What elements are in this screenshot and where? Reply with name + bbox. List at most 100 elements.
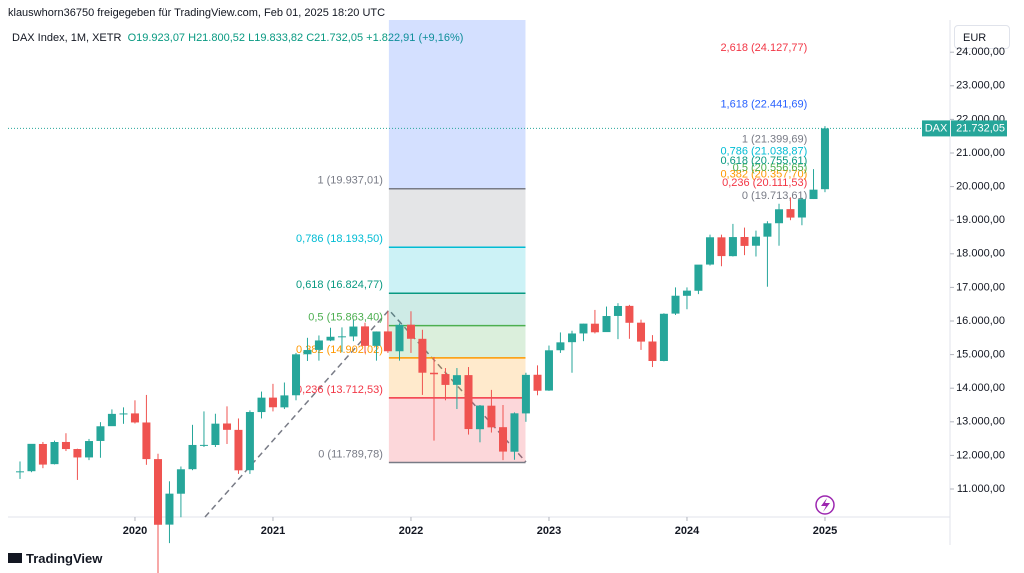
fib-zone bbox=[388, 188, 526, 248]
candle-body bbox=[671, 295, 680, 314]
y-tick-label: 16.000,00 bbox=[956, 315, 1005, 327]
last-price-label: 21.732,05 bbox=[956, 122, 1005, 134]
fib-label: 0,236 (20.111,53) bbox=[722, 177, 807, 189]
x-tick-label: 2020 bbox=[123, 525, 147, 537]
event-bolt bbox=[821, 498, 830, 512]
candle-body bbox=[188, 444, 197, 470]
currency-button[interactable]: EUR bbox=[954, 25, 1010, 49]
candle-body bbox=[372, 331, 381, 346]
candle-body bbox=[648, 341, 657, 361]
y-tick-label: 24.000,00 bbox=[956, 46, 1005, 58]
brand: TradingView bbox=[8, 551, 102, 566]
high: H21.800,52 bbox=[188, 32, 246, 44]
fib-label: 0,5 (15.863,40) bbox=[308, 311, 383, 323]
legend: DAX Index, 1M, XETR O19.923,07 H21.800,5… bbox=[12, 32, 463, 44]
symbol-title: DAX Index, 1M, XETR bbox=[12, 32, 122, 44]
candle-body bbox=[73, 449, 82, 458]
candle-body bbox=[38, 443, 47, 465]
candle-body bbox=[280, 395, 289, 408]
y-tick-label: 19.000,00 bbox=[956, 214, 1005, 226]
candle-body bbox=[119, 413, 128, 415]
candle-body bbox=[406, 324, 415, 339]
fib-zone bbox=[388, 20, 526, 189]
candle-body bbox=[395, 324, 404, 352]
candle-body bbox=[510, 413, 519, 452]
y-tick-label: 20.000,00 bbox=[956, 181, 1005, 193]
candle-body bbox=[694, 264, 703, 291]
y-tick-label: 11.000,00 bbox=[957, 483, 1005, 495]
x-tick-label: 2021 bbox=[261, 525, 285, 537]
candle-body bbox=[521, 374, 530, 414]
candle-body bbox=[728, 237, 737, 257]
candle-body bbox=[142, 422, 151, 460]
candle-body bbox=[326, 336, 335, 341]
candle-body bbox=[568, 333, 577, 343]
candle-body bbox=[659, 313, 668, 361]
last-price-symbol-tag bbox=[922, 120, 950, 137]
fib-label: 1 (21.399,69) bbox=[742, 133, 807, 145]
brand-logo bbox=[8, 553, 22, 563]
candle-body bbox=[809, 189, 818, 200]
candle-body bbox=[292, 354, 301, 396]
candle-body bbox=[85, 441, 94, 458]
y-tick-label: 15.000,00 bbox=[956, 349, 1005, 361]
candle-body bbox=[475, 405, 484, 430]
candle-body bbox=[682, 290, 691, 296]
y-tick-label: 18.000,00 bbox=[956, 248, 1005, 260]
candle-body bbox=[268, 397, 277, 408]
candle-body bbox=[16, 471, 25, 473]
y-tick-label: 23.000,00 bbox=[956, 80, 1005, 92]
candle-body bbox=[637, 322, 646, 342]
y-tick-label: 14.000,00 bbox=[956, 382, 1005, 394]
last-price-tag bbox=[951, 120, 1007, 137]
shared-by: klauswhorn36750 freigegeben für TradingV… bbox=[8, 7, 386, 19]
fib-label: 2,618 (24.127,77) bbox=[720, 42, 807, 54]
x-tick-label: 2023 bbox=[537, 525, 561, 537]
y-tick-label: 21.000,00 bbox=[956, 147, 1005, 159]
candle-body bbox=[441, 374, 450, 385]
candle-body bbox=[556, 342, 565, 351]
candle-body bbox=[625, 305, 634, 323]
candle-body bbox=[234, 429, 243, 471]
candle-body bbox=[257, 397, 266, 413]
candle-body bbox=[579, 323, 588, 334]
candle-body bbox=[499, 427, 508, 452]
candle-body bbox=[775, 209, 784, 224]
candle-body bbox=[27, 443, 36, 472]
fib-label: 0,618 (20.755,61) bbox=[720, 155, 807, 167]
candle-body bbox=[533, 374, 542, 391]
y-tick-label: 12.000,00 bbox=[956, 449, 1005, 461]
y-tick-label: 13.000,00 bbox=[956, 416, 1005, 428]
candle-body bbox=[337, 336, 346, 338]
candle-body bbox=[706, 237, 715, 265]
fib-label: 0,5 (20.556,65) bbox=[733, 162, 808, 174]
candle-body bbox=[107, 413, 116, 427]
candle-body bbox=[464, 375, 473, 430]
candle-body bbox=[223, 423, 232, 430]
candle-body bbox=[590, 323, 599, 333]
candle-body bbox=[154, 459, 163, 525]
fib-label: 0,786 (18.193,50) bbox=[296, 233, 383, 245]
candle-body bbox=[383, 331, 392, 352]
fib-zone bbox=[388, 293, 526, 326]
fib-label: 0 (19.713,61) bbox=[742, 190, 807, 202]
open: O19.923,07 bbox=[127, 32, 186, 44]
x-tick-label: 2022 bbox=[399, 525, 423, 537]
candle-body bbox=[245, 412, 254, 471]
candle-body bbox=[613, 305, 622, 316]
candle-body bbox=[303, 350, 312, 355]
fib-label: 1 (19.937,01) bbox=[317, 175, 382, 187]
fib-label: 0,786 (21.038,87) bbox=[720, 146, 807, 158]
event-icon[interactable] bbox=[815, 495, 835, 515]
candle-body bbox=[763, 223, 772, 237]
candle-body bbox=[452, 375, 461, 385]
candle-body bbox=[130, 413, 139, 423]
fib-zone bbox=[388, 247, 526, 294]
candle-body bbox=[361, 326, 370, 346]
candle-body bbox=[418, 338, 427, 373]
candle-body bbox=[487, 405, 496, 428]
last-price-symbol: DAX bbox=[925, 122, 948, 134]
candle-body bbox=[751, 236, 760, 246]
